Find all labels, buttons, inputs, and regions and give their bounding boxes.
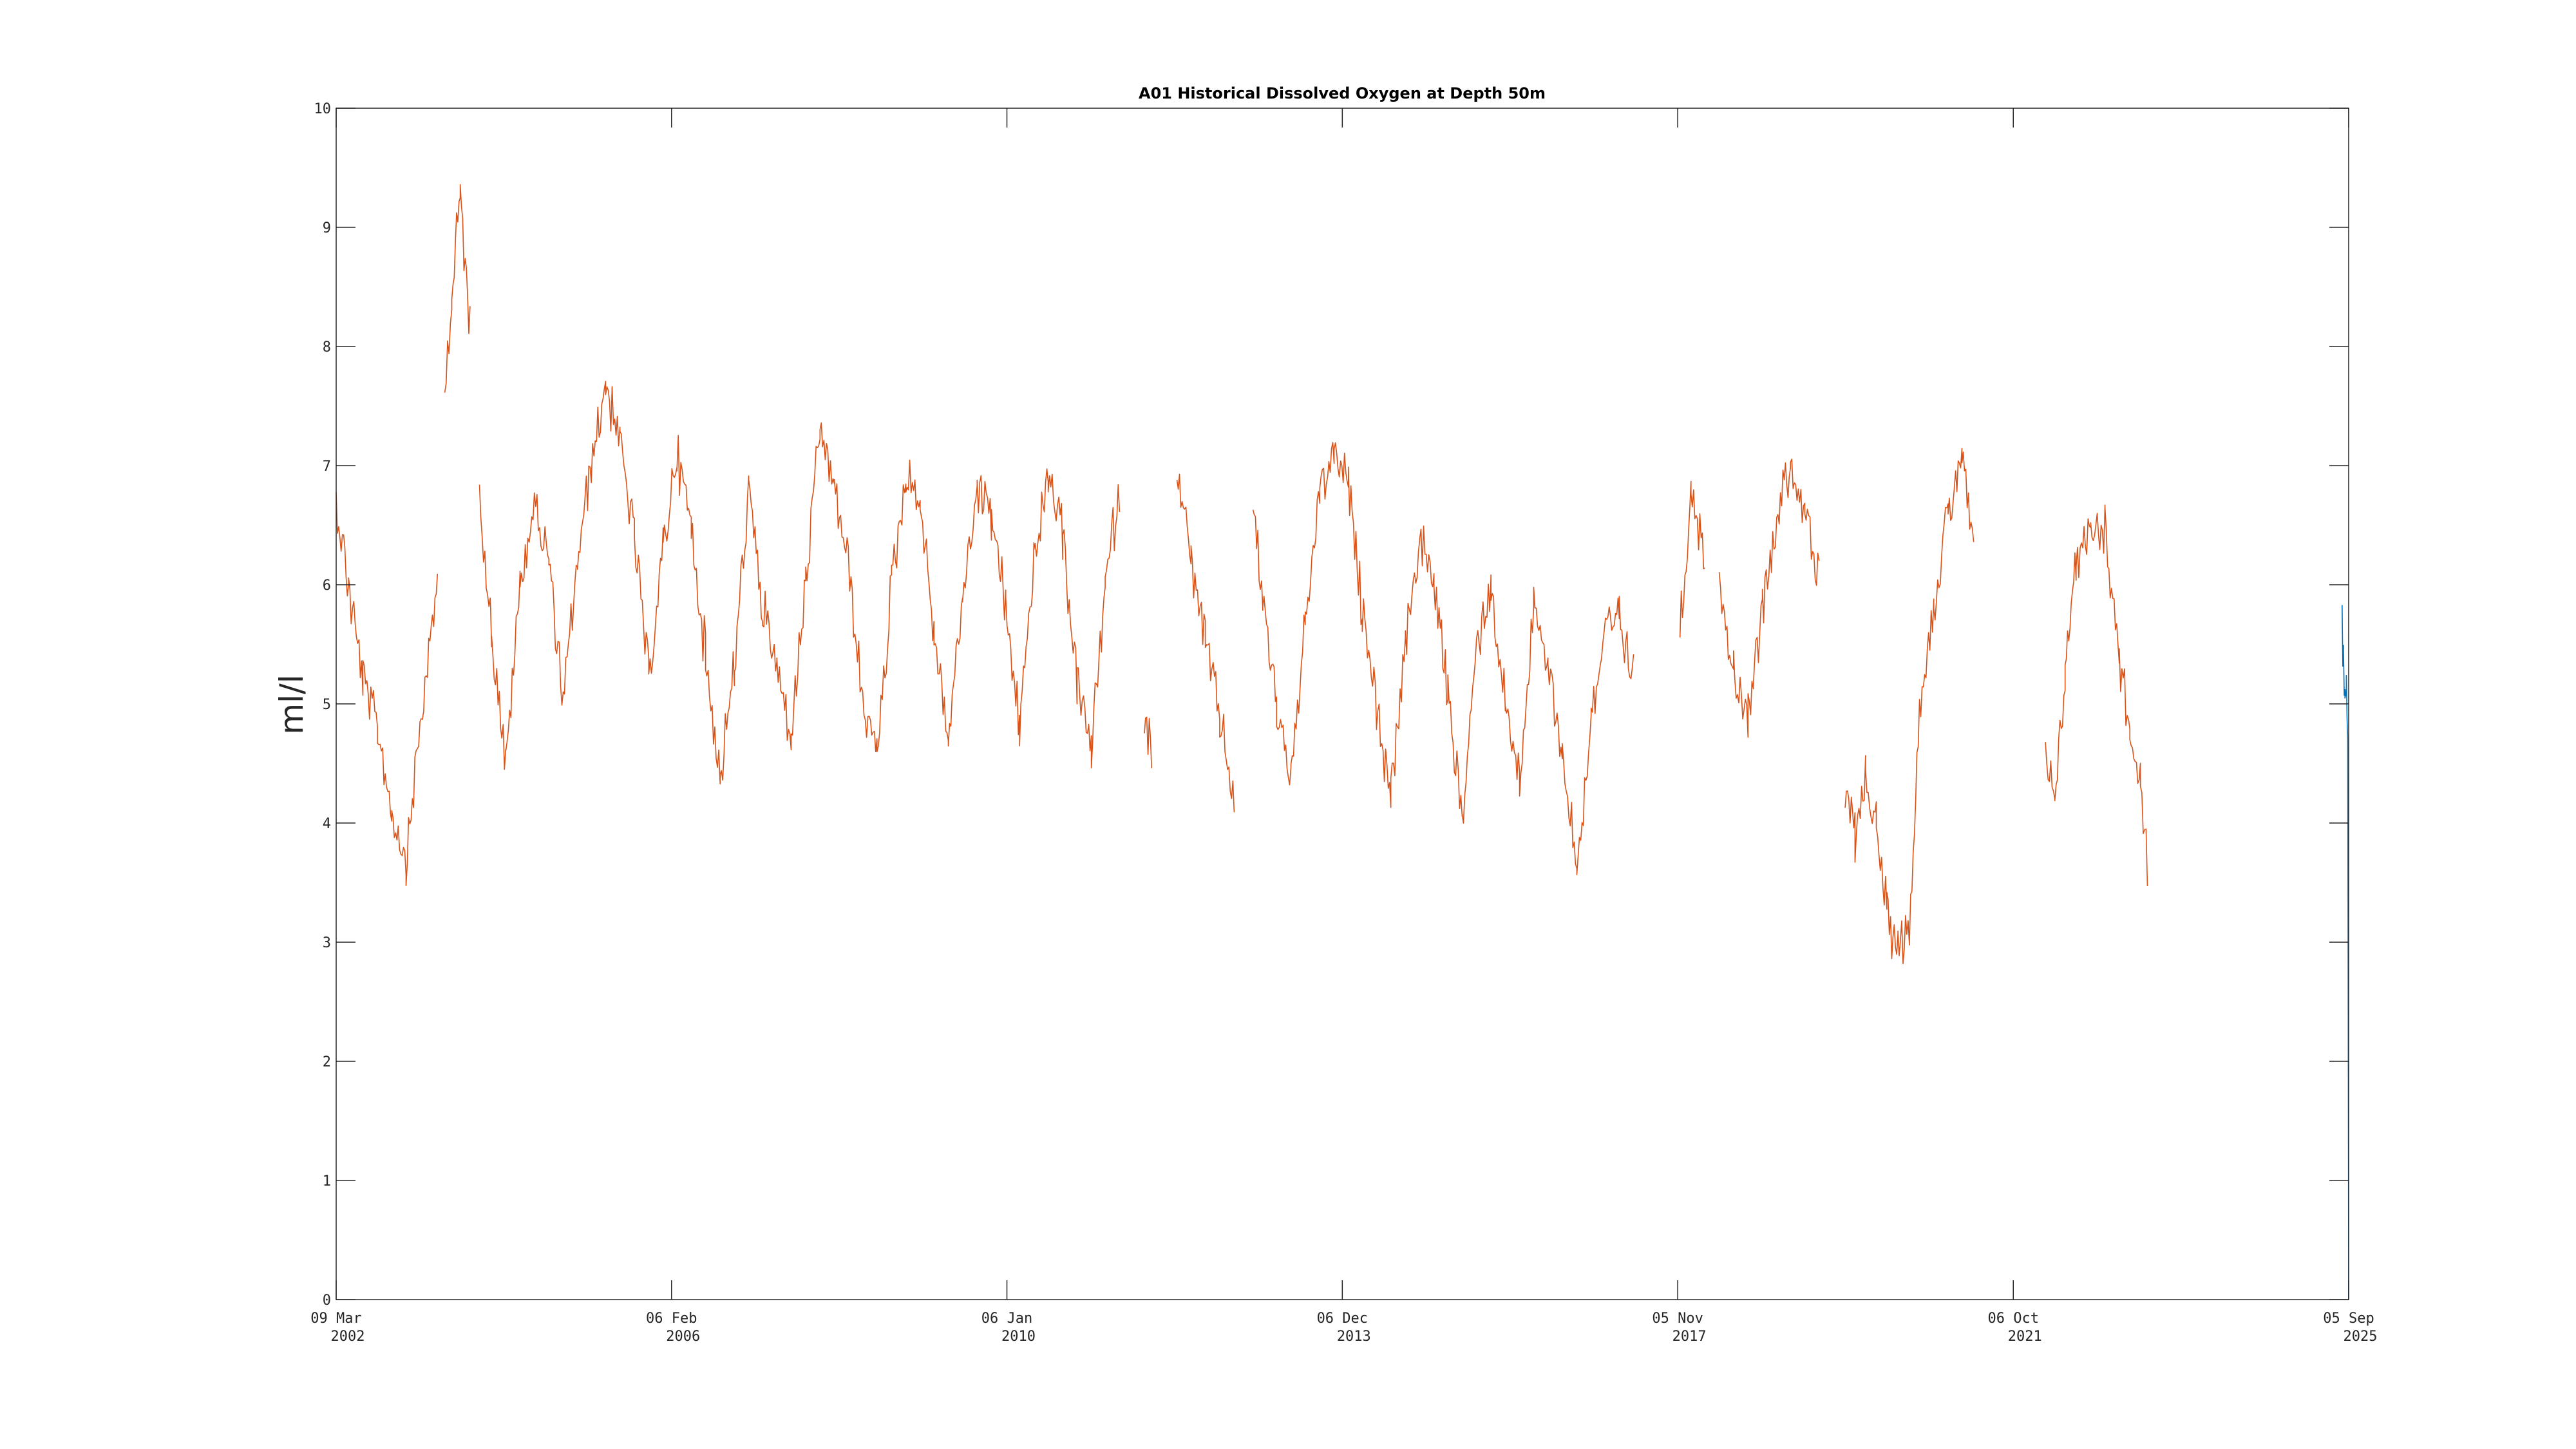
y-tick-label: 2 [323,1054,331,1070]
x-tick-label-year: 2002 [331,1329,365,1345]
y-tick-label: 1 [323,1173,331,1189]
x-tick-label-year: 2021 [2008,1329,2042,1345]
plot-area [336,184,2349,1300]
y-tick-label: 9 [323,220,331,236]
series-1-segment-4 [1144,716,1152,768]
x-tick-label-year: 2025 [2344,1329,2378,1345]
series-1-segment-3 [478,381,1121,784]
y-tick-label: 7 [323,459,331,475]
x-tick-label-year: 2010 [1001,1329,1036,1345]
x-tick-label-date: 06 Feb [646,1311,697,1327]
series-1-segment-10 [2045,504,2148,887]
x-tick-label-date: 06 Oct [1987,1311,2038,1327]
series-1-segment-5 [1176,473,1235,813]
x-tick-label-date: 09 Mar [310,1311,361,1327]
series-1-segment-9 [1844,448,1975,965]
x-tick-label-year: 2006 [666,1329,700,1345]
x-tick-label-date: 05 Nov [1652,1311,1703,1327]
y-tick-label: 8 [323,339,331,355]
series-1-segment-2 [444,184,471,393]
y-tick-label: 0 [323,1293,331,1309]
x-tick-label-date: 06 Dec [1317,1311,1368,1327]
y-tick-label: 3 [323,935,331,951]
x-tick-label-year: 2017 [1672,1329,1707,1345]
series-2-segment-1 [2342,605,2349,1300]
x-tick-label-date: 06 Jan [981,1311,1032,1327]
y-tick-label: 6 [323,578,331,594]
series-1-segment-8 [1718,459,1820,738]
y-tick-label: 10 [314,101,332,117]
y-tick-label: 4 [323,816,331,832]
x-tick-label-date: 05 Sep [2323,1311,2374,1327]
axis-ticks: 0 1 2 3 4 5 6 7 8 9 10 09 Mar 2002 06 Feb 2006 06 Jan 20… [310,101,2377,1345]
y-tick-label: 5 [323,697,331,713]
chart-title: A01 Historical Dissolved Oxygen at Depth… [1139,84,1546,102]
y-axis-label: ml/l [273,674,310,734]
series-1-segment-7 [1679,480,1705,638]
x-tick-label-year: 2013 [1337,1329,1371,1345]
series-1-segment-6 [1252,442,1634,875]
series-1-segment-1 [336,491,439,886]
